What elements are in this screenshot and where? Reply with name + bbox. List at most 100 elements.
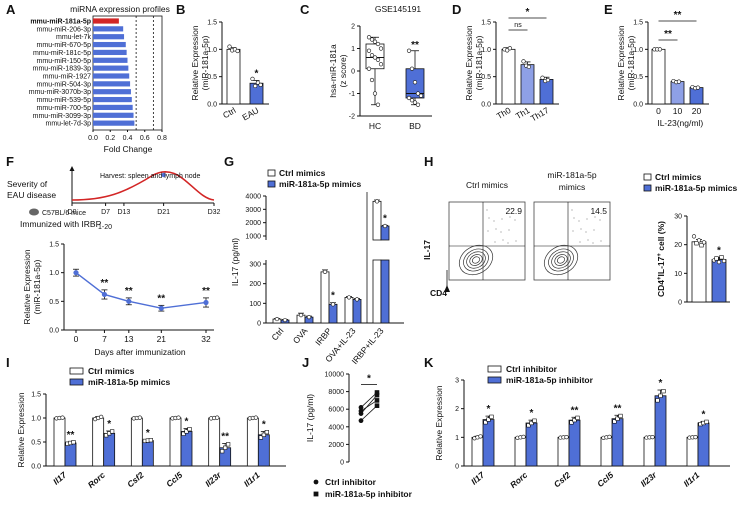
- bar: [643, 436, 656, 467]
- y-tick-label: -2: [349, 114, 355, 121]
- data-point: [412, 100, 418, 105]
- bar: [471, 436, 484, 467]
- data-point: [418, 93, 424, 98]
- y-tick-label: 20: [674, 242, 682, 249]
- data-point: [382, 223, 388, 229]
- bar: [53, 417, 66, 467]
- flow-plot-title: mimics: [559, 182, 585, 192]
- data-point: [719, 255, 724, 260]
- y-tick-label: 1.5: [633, 20, 643, 27]
- data-point: [409, 98, 415, 103]
- category-label: mmu-miR-1927: [43, 74, 91, 81]
- y-tick-label: 1.5: [49, 242, 59, 249]
- data-point: [545, 77, 551, 83]
- data-point: [657, 47, 663, 52]
- y-tick-label: 4000: [245, 194, 261, 201]
- y-axis-label-line: (z score): [338, 54, 348, 87]
- x-tick-label: 21: [157, 334, 167, 344]
- panel-j-chart: 0 2000 4000 6000 8000 10000 IL-17 (pg/ml) * Ctrl…: [305, 372, 413, 500]
- data-point: [696, 238, 702, 243]
- panel-h-flow-plots: Ctrl mimics miR-181a-5p mimics 22.9 14.5 IL-1…: [422, 170, 611, 298]
- data-point: [99, 414, 104, 419]
- data-point: [158, 305, 164, 311]
- bar: [501, 48, 516, 105]
- y-axis-label-part: IL-17: [656, 256, 666, 276]
- y-tick-label: 4000: [328, 424, 344, 431]
- data-point: [699, 243, 704, 248]
- significance-marker: **: [571, 405, 579, 416]
- y-tick-label: 0.0: [49, 328, 59, 335]
- legend-label: miR-181a-5p inhibitor: [325, 489, 413, 499]
- data-point: [258, 435, 263, 440]
- data-point: [650, 435, 655, 440]
- data-point: [564, 435, 569, 440]
- data-point: [615, 416, 620, 421]
- data-point: [406, 95, 412, 101]
- chart-title: GSE145191: [375, 4, 422, 14]
- legend-label: Ctrl mimics: [88, 366, 135, 376]
- y-tick-label: 3: [455, 378, 459, 385]
- data-point: [73, 270, 79, 276]
- significance-marker: *: [702, 410, 706, 421]
- data-point: [298, 313, 304, 318]
- y-tick-label: 0.5: [49, 299, 59, 306]
- flow-event: [573, 217, 575, 219]
- legend-label: miR-181a-5p mimics: [88, 377, 170, 387]
- y-tick-label: 0.0: [633, 102, 643, 109]
- significance-marker: **: [157, 293, 165, 304]
- significance-marker: **: [664, 29, 672, 40]
- data-point: [691, 234, 697, 239]
- flow-y-axis-label: IL-17: [422, 240, 432, 260]
- data-point: [358, 405, 364, 410]
- bar: [697, 422, 710, 467]
- data-point: [612, 419, 617, 424]
- data-point: [366, 66, 372, 71]
- y-tick-label: 0: [257, 321, 261, 328]
- data-point: [181, 431, 186, 436]
- y-axis-label: Relative Expression: [16, 392, 26, 467]
- significance-marker: *: [717, 246, 721, 257]
- bar: [93, 104, 133, 111]
- data-point: [354, 297, 360, 302]
- bar: [246, 417, 259, 467]
- y-axis-label-line: Relative Expression: [616, 25, 626, 100]
- y-axis-label-part: +: [657, 253, 663, 257]
- x-tick-label: 0.4: [123, 135, 133, 142]
- category-label: Rorc: [508, 470, 529, 490]
- y-tick-label: 1.0: [481, 47, 491, 54]
- category-label: BD: [409, 121, 421, 131]
- panel-c-chart: GSE145191 -2 -1 0 1 2 hsa-miR-181a(z score) HC B…: [328, 4, 432, 131]
- y-tick-label: 1000: [245, 234, 261, 241]
- category-label: Th0: [495, 105, 513, 121]
- category-label: mmu-miR-3070b-3p: [29, 89, 91, 96]
- data-point: [101, 291, 108, 298]
- data-point: [372, 39, 378, 44]
- data-point: [704, 419, 709, 424]
- y-tick-label: 1.0: [49, 270, 59, 277]
- bar: [93, 65, 129, 71]
- data-point: [261, 432, 266, 437]
- x-tick-label: 32: [201, 334, 211, 344]
- significance-marker: **: [67, 430, 75, 441]
- flow-event: [493, 220, 495, 222]
- flow-plot-title: Ctrl mimics: [466, 180, 508, 190]
- category-label: Csf2: [552, 470, 573, 490]
- data-point: [282, 317, 288, 323]
- bar: [600, 436, 613, 467]
- bar: [568, 419, 581, 467]
- significance-marker: **: [411, 40, 419, 51]
- data-point: [322, 269, 328, 274]
- category-label: mmu-let-7d-3p: [45, 121, 91, 128]
- y-axis-label-part: cell (%): [656, 221, 666, 253]
- data-point: [526, 64, 532, 69]
- flow-contour: [463, 248, 489, 272]
- y-tick-label: 0.0: [207, 102, 217, 109]
- flow-event: [592, 242, 594, 244]
- significance-marker: **: [674, 10, 682, 21]
- data-point: [655, 398, 660, 403]
- data-point: [306, 315, 312, 320]
- category-label: Il23r: [638, 469, 658, 488]
- category-label: mmu-miR-150-5p: [37, 58, 92, 65]
